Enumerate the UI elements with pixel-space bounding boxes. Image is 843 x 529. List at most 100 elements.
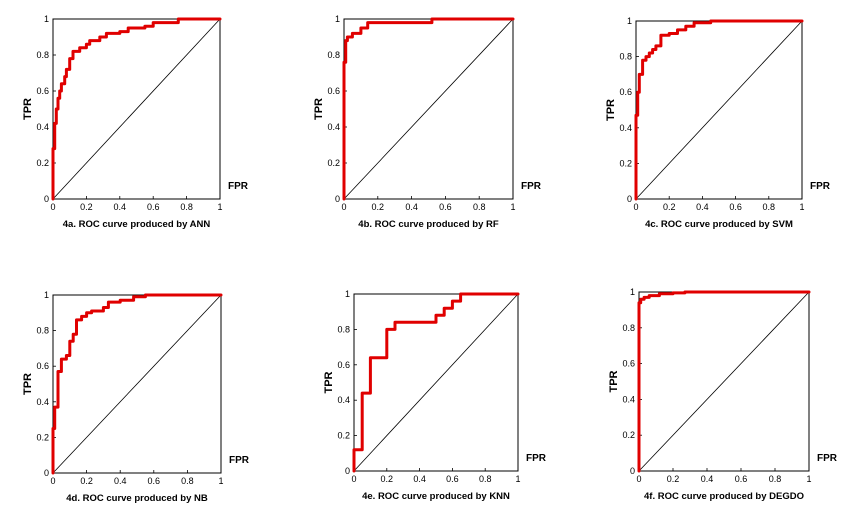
y-tick-label: 0.6 — [36, 361, 49, 371]
y-tick-label: 0.8 — [327, 50, 340, 60]
y-tick-label: 0.2 — [337, 431, 350, 441]
x-tick-label: 0.6 — [147, 202, 160, 212]
chance-diagonal — [52, 294, 222, 474]
y-tick-label: 0.8 — [36, 50, 49, 60]
y-tick-label: 0.2 — [327, 158, 340, 168]
roc-panel: 00 0.2 0.2 0.4 0.4 0.6 0.6 0.8 0.8 1 1 FPR TPR 4b. RO… — [313, 14, 542, 230]
roc-panel: 00 0.2 0.2 0.4 0.4 0.6 0.6 0.8 0.8 1 1 FPR TPR 4a. RO… — [22, 14, 249, 230]
chart-caption: 4b. ROC curve produced by RF — [358, 219, 499, 230]
x-axis-label: FPR — [810, 181, 831, 192]
roc-curve-line — [51, 293, 223, 475]
x-axis-label: FPR — [229, 455, 250, 466]
y-axis-label: TPR — [22, 373, 34, 395]
y-tick-label: 0 — [335, 194, 340, 204]
chance-diagonal — [353, 293, 519, 472]
x-tick-label: 1 — [515, 474, 520, 484]
roc-curve-line — [342, 17, 515, 201]
x-tick-label: 0 — [50, 202, 55, 212]
x-tick-label: 0 — [341, 202, 346, 212]
y-tick-label: 0.8 — [622, 323, 635, 333]
x-tick-label: 1 — [218, 476, 223, 486]
x-tick-label: 1 — [806, 474, 811, 484]
x-axis-label: FPR — [817, 453, 838, 464]
y-tick-label: 0.6 — [36, 86, 49, 96]
chance-diagonal — [343, 18, 514, 200]
y-axis-label: TPR — [323, 371, 335, 393]
roc-panel: 00 0.2 0.2 0.4 0.4 0.6 0.6 0.8 0.8 1 1 FPR TPR 4d. RO… — [22, 290, 250, 504]
x-tick-label: 0.2 — [80, 476, 93, 486]
chance-diagonal — [52, 18, 221, 200]
plot-frame — [353, 293, 519, 472]
x-tick-label: 0.2 — [667, 474, 680, 484]
plot-frame — [52, 18, 221, 200]
x-tick-label: 0.4 — [696, 202, 709, 212]
x-tick-label: 1 — [217, 202, 222, 212]
y-tick-label: 0 — [345, 466, 350, 476]
y-tick-label: 0 — [630, 466, 635, 476]
x-tick-label: 0.6 — [729, 202, 742, 212]
y-tick-label: 0.6 — [337, 360, 350, 370]
chart-caption: 4a. ROC curve produced by ANN — [63, 219, 211, 230]
x-axis-label: FPR — [526, 453, 547, 464]
chance-diagonal — [635, 20, 803, 200]
y-tick-label: 0.2 — [36, 432, 49, 442]
x-tick-label: 0.8 — [181, 476, 194, 486]
x-tick-label: 0.6 — [148, 476, 161, 486]
x-tick-label: 0.2 — [80, 202, 93, 212]
y-tick-label: 0.4 — [36, 122, 49, 132]
chart-caption: 4c. ROC curve produced by SVM — [645, 219, 793, 230]
x-tick-label: 0.8 — [769, 474, 782, 484]
roc-curve-line — [51, 17, 222, 201]
y-tick-label: 0.2 — [622, 430, 635, 440]
x-tick-label: 0.6 — [439, 202, 452, 212]
chance-diagonal — [638, 291, 810, 472]
y-axis-label: TPR — [22, 98, 34, 120]
y-tick-label: 1 — [44, 290, 49, 300]
x-tick-label: 0.4 — [114, 202, 127, 212]
x-tick-label: 0.8 — [479, 474, 492, 484]
x-axis-label: FPR — [228, 181, 249, 192]
y-tick-label: 1 — [630, 287, 635, 297]
x-tick-label: 0.4 — [413, 474, 426, 484]
x-tick-label: 0 — [50, 476, 55, 486]
y-tick-label: 0.4 — [36, 397, 49, 407]
x-tick-label: 0.2 — [663, 202, 676, 212]
y-tick-label: 0 — [44, 468, 49, 478]
x-tick-label: 1 — [510, 202, 515, 212]
y-tick-label: 1 — [627, 16, 632, 26]
y-tick-label: 0.8 — [337, 324, 350, 334]
x-tick-label: 0.8 — [473, 202, 486, 212]
x-tick-label: 0.8 — [763, 202, 776, 212]
y-tick-label: 0.2 — [619, 158, 632, 168]
y-tick-label: 0.8 — [36, 326, 49, 336]
x-tick-label: 0.6 — [735, 474, 748, 484]
x-tick-label: 0 — [636, 474, 641, 484]
y-tick-label: 0.2 — [36, 158, 49, 168]
y-tick-label: 0.6 — [622, 359, 635, 369]
y-axis-label: TPR — [608, 370, 620, 392]
y-tick-label: 1 — [345, 289, 350, 299]
roc-curve-line — [352, 292, 520, 473]
roc-curve-line — [637, 290, 811, 473]
chart-caption: 4e. ROC curve produced by KNN — [362, 491, 510, 502]
y-tick-label: 0.4 — [619, 123, 632, 133]
x-tick-label: 1 — [799, 202, 804, 212]
y-tick-label: 0.8 — [619, 52, 632, 62]
y-tick-label: 0.6 — [619, 87, 632, 97]
y-tick-label: 0 — [44, 194, 49, 204]
y-tick-label: 0.6 — [327, 86, 340, 96]
x-tick-label: 0 — [351, 474, 356, 484]
y-tick-label: 1 — [335, 14, 340, 24]
x-axis-label: FPR — [521, 181, 542, 192]
x-tick-label: 0.6 — [446, 474, 459, 484]
roc-curve-line — [634, 19, 804, 201]
roc-panel: 00 0.2 0.2 0.4 0.4 0.6 0.6 0.8 0.8 1 1 FPR TPR 4e. RO… — [323, 289, 547, 502]
x-tick-label: 0.4 — [405, 202, 418, 212]
x-tick-label: 0.4 — [114, 476, 127, 486]
y-axis-label: TPR — [605, 99, 617, 121]
chart-caption: 4d. ROC curve produced by NB — [66, 493, 208, 504]
y-tick-label: 1 — [44, 14, 49, 24]
plot-frame — [52, 294, 222, 474]
x-tick-label: 0.2 — [381, 474, 394, 484]
